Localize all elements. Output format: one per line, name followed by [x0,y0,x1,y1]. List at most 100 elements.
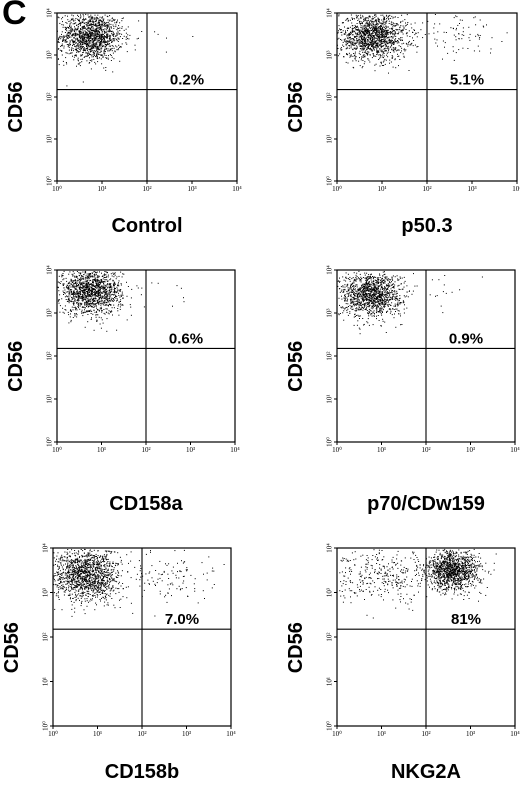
event-dot [358,28,359,30]
event-dot [101,295,103,297]
event-dot [359,41,361,43]
event-dot [389,52,391,53]
event-dot [354,27,356,29]
event-dot [366,33,368,35]
event-dot [88,16,90,18]
event-dot [65,286,67,288]
event-dot [99,57,100,59]
event-dot [354,301,356,303]
event-dot [98,283,100,285]
event-dot [403,302,405,304]
event-dot [92,24,94,25]
event-dot [346,28,348,30]
event-dot [386,20,388,22]
event-dot [81,47,83,49]
event-dot [81,54,83,56]
event-dot [85,13,87,15]
event-dot [80,296,82,297]
event-dot [95,314,97,316]
event-dot [89,32,91,33]
event-dot [130,297,132,299]
y-tick-label: 10³ [46,308,54,317]
event-dot [366,26,368,27]
event-dot [59,49,61,51]
event-dot [391,39,393,41]
event-dot [97,289,99,291]
event-dot [84,290,85,291]
event-dot [109,54,111,56]
event-dot [71,52,73,54]
event-dot [88,23,90,25]
event-dot [380,286,382,288]
event-dot [368,35,370,37]
event-dot [92,313,94,315]
event-dot [103,35,105,37]
event-dot [360,307,362,309]
event-dot [393,290,395,292]
event-dot [372,53,374,55]
event-dot [387,17,389,19]
event-dot [97,277,99,279]
event-dot [75,28,77,30]
event-dot [106,292,108,294]
event-dot [383,48,385,50]
event-dot [113,307,115,309]
event-dot [66,286,68,288]
event-dot [70,29,72,31]
event-dot [372,293,374,295]
event-dot [70,30,72,32]
event-dot [361,35,363,37]
event-dot [91,38,93,40]
event-dot [374,302,376,304]
event-dot [86,291,88,292]
event-dot [96,38,97,40]
event-dot [83,15,85,17]
event-dot [353,316,355,318]
event-dot [64,26,66,28]
event-dot [378,292,380,294]
event-dot [97,275,99,277]
event-dot [375,301,377,303]
event-dot [120,301,121,302]
event-dot [84,27,86,29]
event-dot [379,22,381,24]
event-dot [378,30,380,32]
event-dot [363,51,365,53]
event-dot [392,66,394,68]
event-dot [346,309,348,311]
event-dot [378,32,380,34]
event-dot [97,35,99,37]
event-dot [66,280,68,282]
event-dot [62,279,64,281]
event-dot [93,306,95,308]
event-dot [86,41,88,43]
event-dot [85,35,87,37]
event-dot [93,289,94,291]
event-dot [101,39,103,41]
event-dot [350,31,351,33]
event-dot [371,37,373,38]
event-dot [109,15,111,17]
event-dot [114,274,116,276]
event-dot [396,290,398,292]
event-dot [85,34,87,36]
event-dot [407,43,409,45]
event-dot [461,19,463,21]
event-dot [83,284,85,286]
event-dot [405,33,407,35]
event-dot [379,40,381,42]
event-dot [89,35,91,37]
event-dot [93,300,95,302]
event-dot [92,293,93,295]
event-dot [121,26,123,28]
event-dot [83,274,85,276]
event-dot [83,19,85,21]
event-dot [376,301,378,303]
event-dot [400,324,402,326]
event-dot [113,299,115,301]
event-dot [396,42,398,44]
event-dot [388,72,389,74]
event-dot [109,286,111,288]
event-dot [86,48,88,49]
event-dot [376,53,378,55]
